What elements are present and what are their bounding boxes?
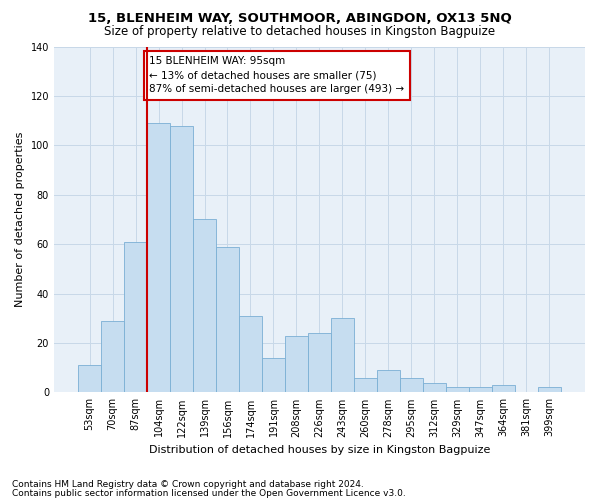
- Bar: [492, 385, 515, 392]
- X-axis label: Distribution of detached houses by size in Kingston Bagpuize: Distribution of detached houses by size …: [149, 445, 490, 455]
- Bar: [331, 318, 354, 392]
- Bar: [170, 126, 193, 392]
- Bar: [239, 316, 262, 392]
- Text: 15, BLENHEIM WAY, SOUTHMOOR, ABINGDON, OX13 5NQ: 15, BLENHEIM WAY, SOUTHMOOR, ABINGDON, O…: [88, 12, 512, 26]
- Bar: [446, 388, 469, 392]
- Bar: [193, 220, 216, 392]
- Bar: [101, 321, 124, 392]
- Bar: [538, 388, 561, 392]
- Bar: [423, 382, 446, 392]
- Bar: [147, 123, 170, 392]
- Bar: [285, 336, 308, 392]
- Text: Size of property relative to detached houses in Kingston Bagpuize: Size of property relative to detached ho…: [104, 25, 496, 38]
- Y-axis label: Number of detached properties: Number of detached properties: [15, 132, 25, 307]
- Text: Contains HM Land Registry data © Crown copyright and database right 2024.: Contains HM Land Registry data © Crown c…: [12, 480, 364, 489]
- Text: Contains public sector information licensed under the Open Government Licence v3: Contains public sector information licen…: [12, 488, 406, 498]
- Bar: [400, 378, 423, 392]
- Bar: [377, 370, 400, 392]
- Text: 15 BLENHEIM WAY: 95sqm
← 13% of detached houses are smaller (75)
87% of semi-det: 15 BLENHEIM WAY: 95sqm ← 13% of detached…: [149, 56, 404, 94]
- Bar: [262, 358, 285, 392]
- Bar: [308, 333, 331, 392]
- Bar: [469, 388, 492, 392]
- Bar: [78, 366, 101, 392]
- Bar: [354, 378, 377, 392]
- Bar: [216, 246, 239, 392]
- Bar: [124, 242, 147, 392]
